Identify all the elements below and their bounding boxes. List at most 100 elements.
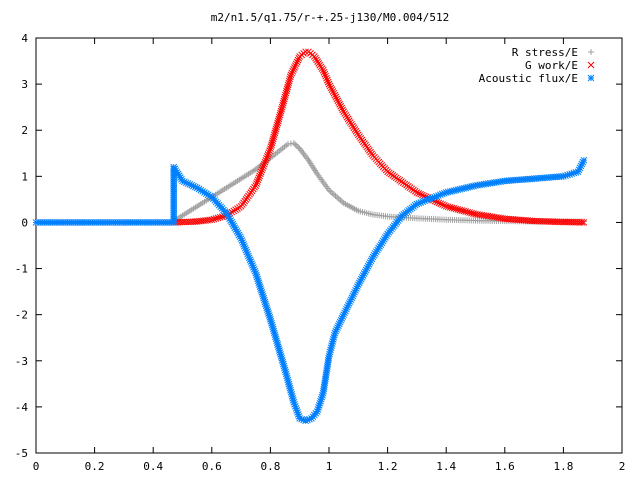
data-point xyxy=(319,66,327,74)
trail-marker xyxy=(464,208,472,216)
trail-marker xyxy=(268,141,275,149)
trail-marker xyxy=(323,76,331,84)
trail-marker xyxy=(446,203,454,211)
data-point xyxy=(208,216,216,224)
trail-marker xyxy=(291,62,299,70)
y-tick-label: 0 xyxy=(21,216,28,229)
trail-marker xyxy=(274,117,282,125)
trail-marker xyxy=(328,86,336,93)
y-tick-label: -4 xyxy=(15,401,29,414)
trail-marker xyxy=(332,93,340,101)
y-tick-label: -3 xyxy=(15,355,28,368)
trail-marker xyxy=(287,73,294,81)
trail-marker xyxy=(468,209,475,217)
trail-marker xyxy=(280,97,288,105)
trail-marker xyxy=(259,164,267,172)
legend-label: R stress/E xyxy=(512,46,578,59)
trail-marker xyxy=(338,104,346,112)
trail-marker xyxy=(419,191,426,199)
trail-marker xyxy=(275,113,283,121)
trail-marker xyxy=(326,82,334,90)
data-point xyxy=(580,219,588,226)
x-tick-label: 0.2 xyxy=(85,460,105,473)
data-point xyxy=(290,140,297,147)
plot-frame xyxy=(35,37,623,454)
trail-marker xyxy=(291,64,298,71)
trail-marker xyxy=(270,131,278,139)
trail-marker xyxy=(254,176,262,184)
trail-marker xyxy=(334,97,342,105)
trail-marker xyxy=(294,56,302,64)
trail-marker xyxy=(321,70,329,78)
trail-marker xyxy=(290,66,297,73)
trail-marker xyxy=(293,58,301,66)
data-point xyxy=(325,80,333,88)
trail-marker xyxy=(279,101,287,109)
data-point xyxy=(287,71,295,79)
x-tick-label: 0.4 xyxy=(143,460,163,473)
data-point xyxy=(580,218,587,225)
data-point xyxy=(413,189,421,196)
trail-marker xyxy=(454,206,462,213)
chart-title: m2/n1.5/q1.75/r-+.25-j130/M0.004/512 xyxy=(211,11,449,24)
trail-marker xyxy=(327,84,335,92)
trail-marker xyxy=(288,69,296,77)
trail-marker xyxy=(273,121,281,129)
trail-marker xyxy=(253,178,261,186)
trail-marker xyxy=(458,207,466,214)
y-tick-label: -2 xyxy=(15,309,28,322)
trail-marker xyxy=(444,203,452,211)
data-point xyxy=(252,182,260,189)
trail-marker xyxy=(276,111,284,119)
trail-marker xyxy=(437,200,445,208)
y-tick-label: -5 xyxy=(15,447,28,460)
x-tick-label: 1.2 xyxy=(378,460,398,473)
trail-marker xyxy=(295,144,302,151)
trail-marker xyxy=(270,133,278,141)
trail-marker xyxy=(257,168,265,176)
y-tick-label: 1 xyxy=(21,170,28,183)
trail-marker xyxy=(441,202,448,209)
trail-marker xyxy=(331,91,339,99)
trail-marker xyxy=(462,208,470,215)
trail-marker xyxy=(284,83,291,91)
trail-marker xyxy=(235,231,243,239)
x-tick-label: 0 xyxy=(33,460,40,473)
trail-marker xyxy=(256,172,263,180)
legend-label: Acoustic flux/E xyxy=(479,72,578,85)
trail-marker xyxy=(268,139,276,147)
trail-marker xyxy=(293,142,300,149)
trail-marker xyxy=(257,170,264,178)
trail-marker xyxy=(279,99,287,107)
y-tick-label: 3 xyxy=(21,78,28,91)
trail-marker xyxy=(421,197,429,205)
trail-marker xyxy=(322,72,330,80)
trail-marker xyxy=(456,206,464,214)
trail-marker xyxy=(337,102,345,110)
trail-marker xyxy=(415,189,423,197)
x-tick-label: 1.8 xyxy=(553,460,573,473)
trail-marker xyxy=(266,147,273,154)
trail-marker xyxy=(330,89,338,97)
trail-marker xyxy=(452,205,460,213)
trail-marker xyxy=(258,166,266,174)
trail-marker xyxy=(284,81,292,89)
series-acoustic-flux-e xyxy=(32,156,588,425)
trail-marker xyxy=(336,101,344,108)
trail-marker xyxy=(289,67,297,75)
trail-marker xyxy=(333,95,341,103)
y-tick-label: 4 xyxy=(21,32,28,45)
axes: 0 0.2 0.4 0.6 0.8 1 1.2 1.4 1.6 1.8 2 -5 -4 -3 -2 -1 0 1 2… xyxy=(15,32,626,473)
trail-marker xyxy=(261,158,269,166)
trail-marker xyxy=(265,149,273,156)
trail-marker xyxy=(255,174,263,182)
data-point xyxy=(442,202,450,210)
trail-marker xyxy=(282,91,289,99)
trail-marker xyxy=(417,190,424,198)
x-tick-label: 1.4 xyxy=(436,460,456,473)
legend-marker xyxy=(587,74,595,82)
trail-marker xyxy=(210,215,218,223)
trail-marker xyxy=(277,107,285,115)
x-tick-label: 2 xyxy=(619,460,626,473)
trail-marker xyxy=(466,209,473,216)
